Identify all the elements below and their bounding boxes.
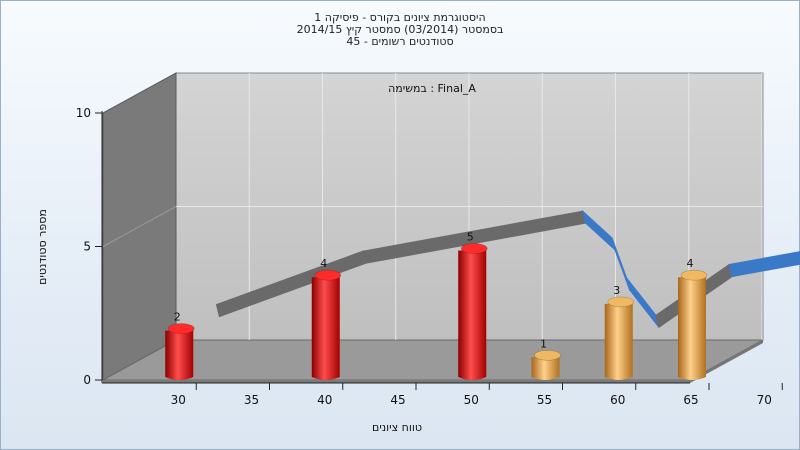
bar-body bbox=[678, 277, 706, 380]
grid-line-side bbox=[102, 206, 177, 247]
title-line-3: סטודנטים רשומים - 45 bbox=[346, 35, 454, 48]
bar-50: 5 bbox=[458, 231, 488, 380]
x-tick-label: 55 bbox=[537, 393, 552, 407]
bar-top bbox=[314, 269, 342, 281]
bar-data-label: 3 bbox=[613, 284, 620, 297]
bar-30: 2 bbox=[165, 311, 195, 380]
bar-data-label: 4 bbox=[687, 257, 694, 270]
bar-top bbox=[460, 243, 488, 254]
x-tick-label: 40 bbox=[317, 393, 332, 407]
trend-ribbon-segment bbox=[728, 251, 800, 278]
bar-top bbox=[534, 349, 561, 361]
x-tick-label: 30 bbox=[171, 393, 186, 407]
bar-top bbox=[167, 323, 195, 334]
y-tick-label: 0 bbox=[83, 373, 91, 387]
plot-floor bbox=[102, 339, 764, 381]
x-tick-label: 35 bbox=[244, 393, 259, 407]
bar-40: 4 bbox=[311, 257, 342, 380]
title-line-2: בסמסטר (03/2014) סמסטר קיץ 2014/15 bbox=[296, 23, 504, 36]
chart-title: היסטוגרמת ציונים בקורס - פיסיקה 1 בסמסטר… bbox=[200, 12, 600, 48]
plot-floor-rim-side bbox=[690, 340, 763, 383]
bar-data-label: 1 bbox=[540, 337, 547, 350]
bar-body bbox=[311, 277, 340, 380]
y-tick-label: 5 bbox=[83, 240, 91, 254]
bar-data-label: 4 bbox=[320, 257, 327, 270]
bar-top bbox=[680, 269, 708, 281]
x-tick-label: 45 bbox=[390, 393, 405, 407]
x-tick-label: 60 bbox=[610, 393, 625, 407]
y-axis-title: מספר סטודנטים bbox=[36, 209, 49, 285]
x-tick-label: 50 bbox=[464, 393, 479, 407]
bar-top bbox=[607, 296, 635, 308]
bar-65: 4 bbox=[678, 257, 708, 380]
bar-body bbox=[165, 330, 194, 380]
bar-60: 3 bbox=[604, 284, 635, 380]
title-line-1: היסטוגרמת ציונים בקורס - פיסיקה 1 bbox=[314, 11, 486, 24]
bar-body bbox=[604, 303, 633, 380]
x-tick-label: 70 bbox=[757, 393, 772, 407]
chart-subtitle: במשימה : Final_A bbox=[388, 82, 476, 95]
bar-data-label: 2 bbox=[174, 311, 181, 324]
x-axis-title: טווח ציונים bbox=[372, 421, 422, 434]
bar-data-label: 5 bbox=[467, 231, 474, 244]
bar-55: 1 bbox=[531, 337, 561, 380]
plot-floor-rim bbox=[103, 380, 690, 383]
bar-body bbox=[531, 357, 560, 380]
bar-body bbox=[458, 250, 487, 380]
x-tick-label: 65 bbox=[683, 393, 698, 407]
y-tick-label: 10 bbox=[76, 106, 91, 120]
